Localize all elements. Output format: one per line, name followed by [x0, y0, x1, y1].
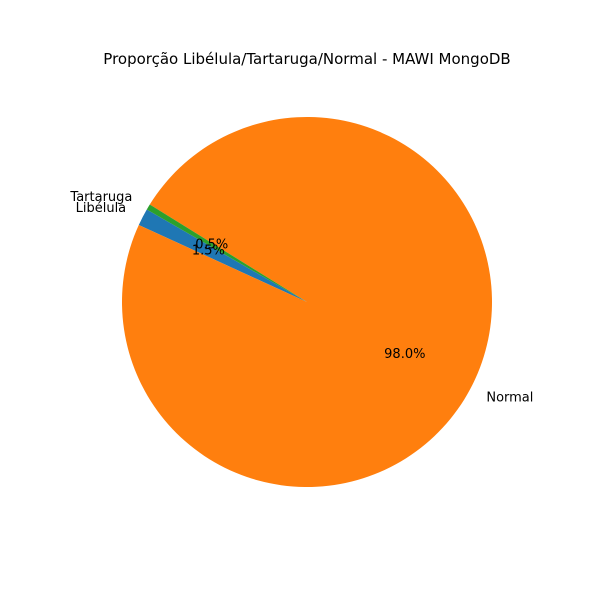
pie-labels: Libélula 1.5% Normal 98.0% Tartaruga 0.5%	[69, 190, 533, 406]
pie-slice-libelula	[138, 209, 307, 302]
slice-label-normal: Normal	[486, 391, 533, 406]
slice-pct-tartaruga: 0.5%	[195, 237, 228, 252]
pie-slice-tartaruga	[146, 204, 307, 302]
pie-slices	[121, 117, 492, 487]
slice-label-tartaruga: Tartaruga	[69, 190, 132, 205]
slice-label-libelula: Libélula	[76, 201, 127, 216]
slice-pct-libelula: 1.5%	[192, 244, 225, 259]
chart-title: Proporção Libélula/Tartaruga/Normal - MA…	[103, 50, 510, 68]
slice-pct-normal: 98.0%	[384, 347, 425, 362]
